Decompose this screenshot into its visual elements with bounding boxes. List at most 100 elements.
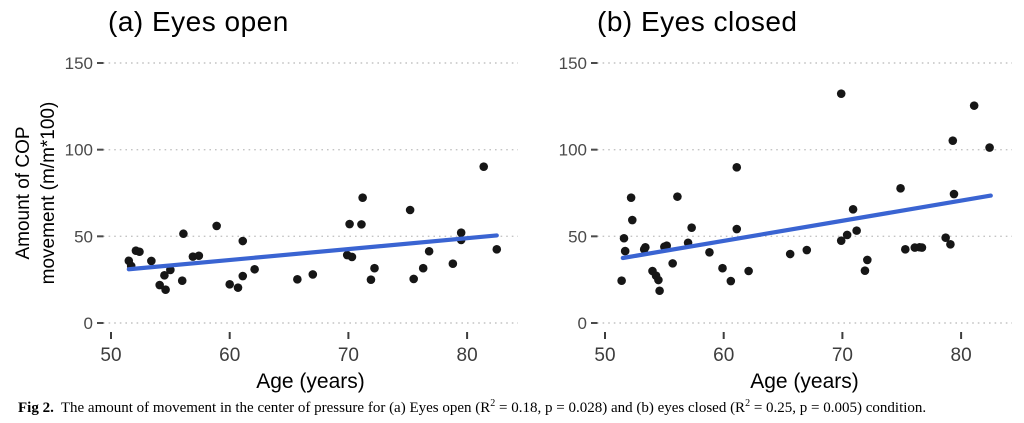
scatter-point xyxy=(718,263,727,273)
scatter-point xyxy=(358,193,367,202)
scatter-point xyxy=(949,189,959,199)
scatter-point xyxy=(347,252,357,262)
scatter-point xyxy=(479,162,489,171)
y-tick-label-100: 100 xyxy=(65,141,93,160)
scatter-point xyxy=(194,251,204,261)
scatter-point xyxy=(366,275,376,284)
scatter-point xyxy=(655,286,664,296)
scatter-point xyxy=(732,163,742,172)
scatter-point xyxy=(233,283,243,292)
x-tick-label-50: 50 xyxy=(594,345,615,366)
scatter-point xyxy=(946,240,955,249)
scatter-point xyxy=(896,184,905,193)
scatter-point xyxy=(852,226,861,235)
scatter-point xyxy=(628,215,637,225)
scatter-point xyxy=(860,266,870,275)
scatter-point xyxy=(179,229,188,239)
x-tick-label-70: 70 xyxy=(832,345,853,366)
scatter-point xyxy=(293,275,302,284)
scatter-point xyxy=(135,247,144,257)
scatter-point xyxy=(626,193,636,202)
trend-line xyxy=(620,193,993,261)
scatter-point xyxy=(155,280,164,290)
figure-caption: Fig 2. The amount of movement in the cent… xyxy=(18,398,1016,417)
scatter-point xyxy=(160,271,169,280)
scatter-point xyxy=(641,242,650,252)
caption-sup-2: 2 xyxy=(745,398,751,409)
scatter-point xyxy=(492,245,502,254)
scatter-point xyxy=(448,259,458,269)
scatter-point xyxy=(250,264,259,274)
y-axis-label-line1: Amount of COP xyxy=(13,126,34,260)
scatter-point xyxy=(370,263,379,273)
scatter-point xyxy=(617,276,626,286)
scatter-point xyxy=(836,236,846,245)
x-tick-label-80: 80 xyxy=(951,345,972,366)
scatter-point xyxy=(785,249,795,259)
scatter-point xyxy=(687,223,696,232)
scatter-point xyxy=(357,220,366,229)
y-tick-label-0: 0 xyxy=(578,314,587,333)
x-axis-label: Age (years) xyxy=(256,370,365,393)
x-tick-label-70: 70 xyxy=(338,345,359,366)
scatter-point xyxy=(668,259,677,268)
scatter-point xyxy=(405,205,415,215)
y-tick-label-100: 100 xyxy=(559,141,587,160)
scatter-point xyxy=(726,276,736,286)
panel-b-chart: 0 50 100 150 50 60 70 80 Age (years) xyxy=(559,54,1012,393)
x-tick-label-60: 60 xyxy=(713,345,734,366)
caption-text-2: = 0.18, p = 0.028) and (b) eyes closed (… xyxy=(495,400,746,416)
scatter-point xyxy=(161,285,170,295)
scatter-point xyxy=(212,221,221,231)
x-tick-label-50: 50 xyxy=(100,345,121,366)
scatter-point xyxy=(620,246,630,256)
y-tick-label-50: 50 xyxy=(568,227,587,246)
scatter-point xyxy=(424,246,434,256)
scatter-point xyxy=(848,204,858,214)
scatter-point xyxy=(917,243,927,252)
scatter-point xyxy=(969,101,979,110)
scatter-point xyxy=(985,143,994,152)
scatter-point xyxy=(705,247,714,257)
panel-a-chart: 0 50 100 150 50 60 70 80 Age (years) xyxy=(65,54,518,393)
scatter-point xyxy=(177,276,187,286)
scatter-point xyxy=(941,233,950,243)
y-tick-label-150: 150 xyxy=(559,54,587,73)
caption-text-1: The amount of movement in the center of … xyxy=(60,400,491,416)
caption-label: Fig 2. xyxy=(18,400,54,416)
x-axis-label: Age (years) xyxy=(750,370,859,393)
scatter-point xyxy=(238,236,248,246)
caption-sup-1: 2 xyxy=(490,398,496,409)
scatter-point xyxy=(654,275,663,285)
scatter-point xyxy=(456,228,466,237)
scatter-point xyxy=(744,266,753,276)
trend-line xyxy=(126,233,499,272)
caption-text-3: = 0.25, p = 0.005) condition. xyxy=(750,400,927,416)
scatter-point xyxy=(409,274,418,284)
scatter-point xyxy=(802,245,812,255)
scatter-point xyxy=(863,255,872,265)
scatter-point xyxy=(308,270,318,279)
scatter-point xyxy=(147,256,156,266)
scatter-point xyxy=(901,245,910,254)
scatter-point xyxy=(948,136,958,145)
scatter-point xyxy=(166,265,175,275)
scatter-point xyxy=(732,224,742,234)
scatter-point xyxy=(619,233,629,243)
scatter-point xyxy=(225,280,234,289)
y-tick-label-150: 150 xyxy=(65,54,93,73)
scatter-point xyxy=(836,89,846,98)
y-tick-label-0: 0 xyxy=(84,314,93,333)
panel-b-title: (b) Eyes closed xyxy=(597,6,798,37)
panel-a-title: (a) Eyes open xyxy=(108,6,289,37)
scatter-point xyxy=(842,230,852,240)
x-tick-label-60: 60 xyxy=(219,345,240,366)
scatter-point xyxy=(673,192,682,201)
scatter-point xyxy=(418,263,428,273)
y-tick-label-50: 50 xyxy=(74,227,93,246)
scatter-point xyxy=(662,241,672,250)
scatter-point xyxy=(238,271,248,281)
scatter-point xyxy=(345,219,354,229)
x-tick-label-80: 80 xyxy=(457,345,478,366)
